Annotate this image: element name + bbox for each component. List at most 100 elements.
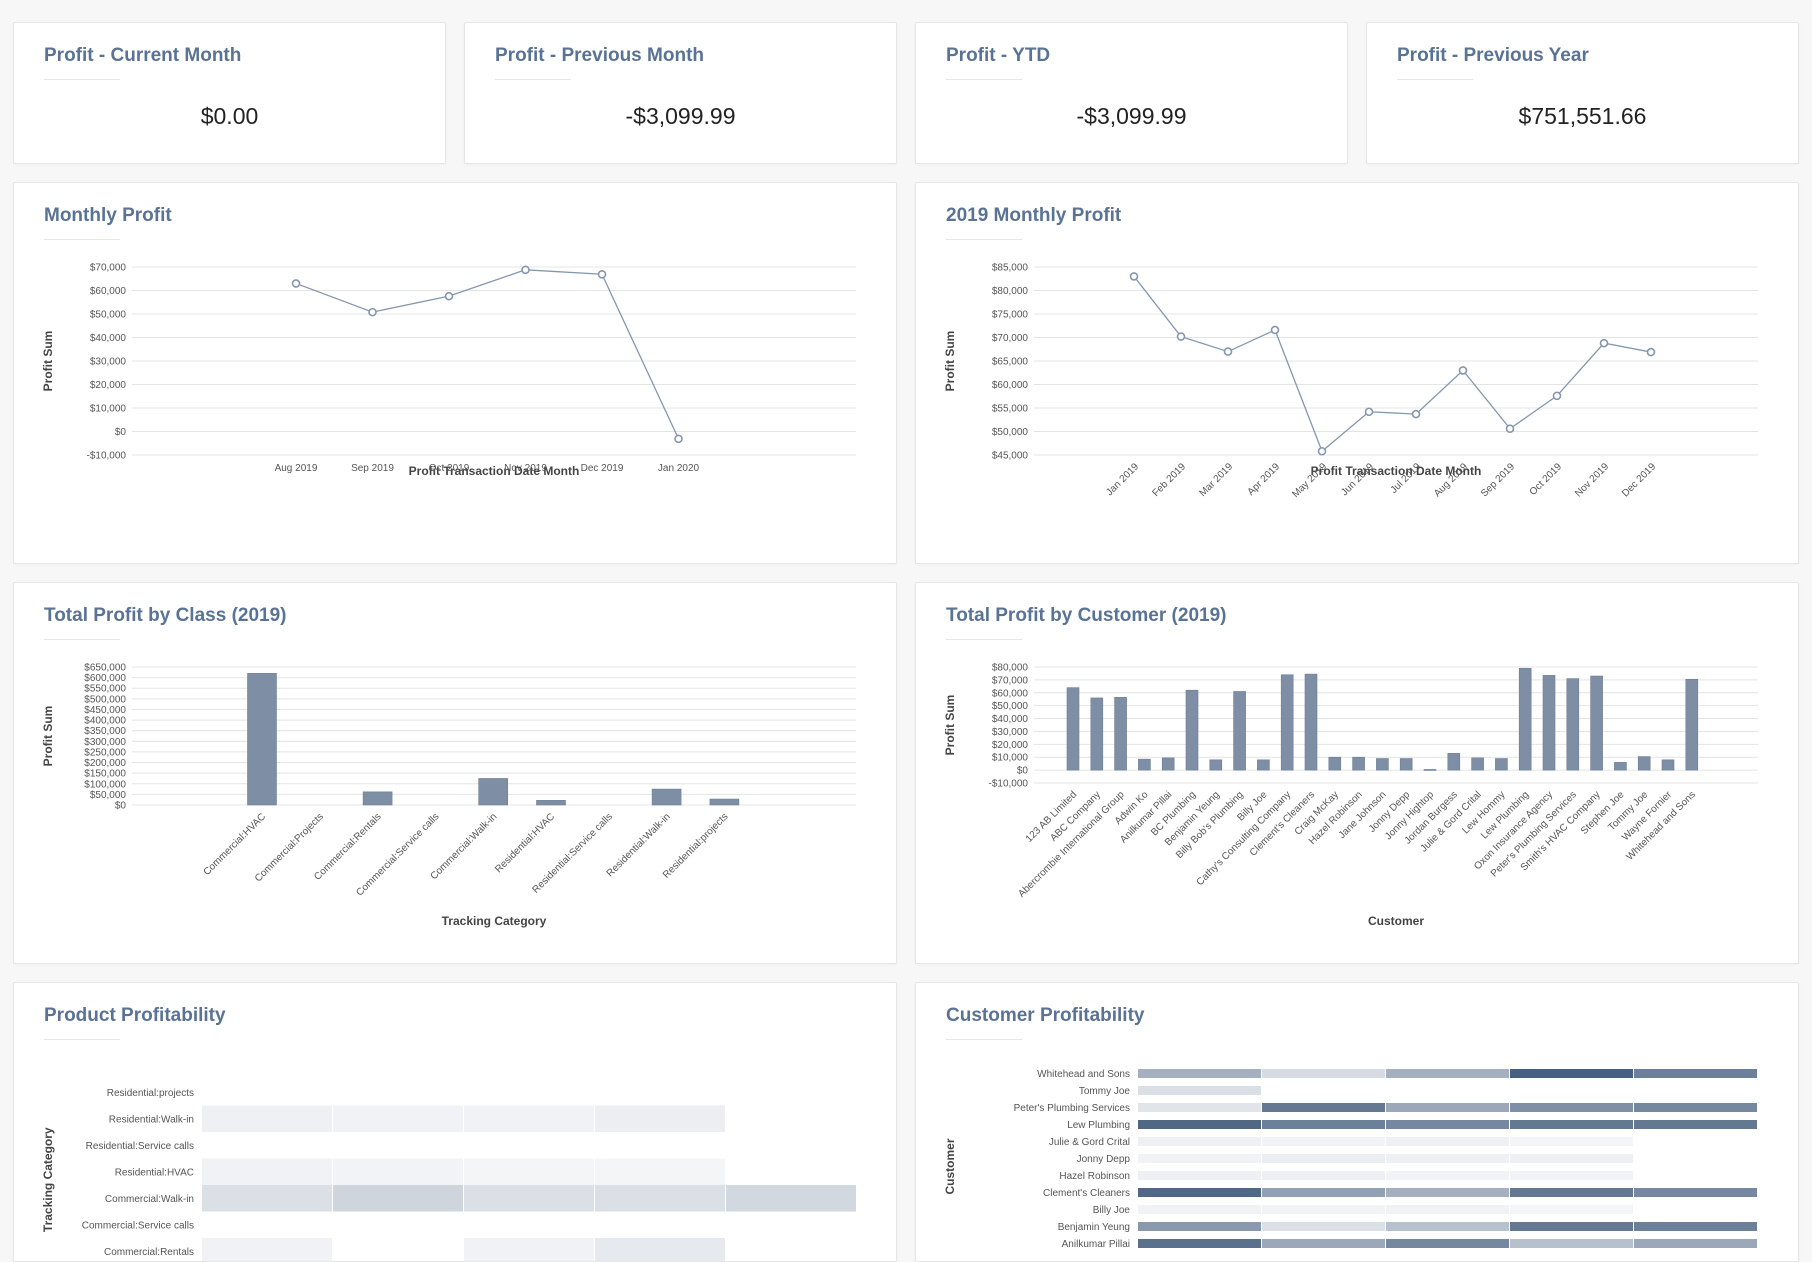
heat-cell: [202, 1185, 332, 1212]
y-tick-label: $200,000: [84, 758, 126, 769]
title-divider: [1397, 79, 1473, 80]
bar: [1066, 687, 1080, 771]
heat-cell: [1634, 1103, 1757, 1112]
data-point: [1552, 391, 1562, 401]
heat-cell: [1138, 1239, 1261, 1248]
chart-card-customer-profitability: Customer Profitability Customer Whitehead…: [915, 982, 1799, 1262]
y-tick-label: $10,000: [90, 404, 127, 415]
y-tick-label: $650,000: [84, 663, 126, 674]
y-tick-label: $60,000: [992, 688, 1029, 699]
title-divider: [946, 79, 1022, 80]
kpi-value: $0.00: [200, 103, 259, 129]
bar: [651, 788, 682, 806]
y-axis-title: Profit Sum: [943, 331, 957, 392]
y-tick-label: $65,000: [992, 357, 1029, 368]
heat-cell: [1386, 1137, 1509, 1146]
y-tick-label: $80,000: [992, 286, 1029, 297]
heat-cell: [1510, 1188, 1633, 1197]
x-tick-label: Apr 2019: [1246, 461, 1283, 498]
x-tick-label: Sep 2019: [1479, 461, 1517, 499]
kpi-title: Profit - Previous Year: [1397, 45, 1589, 66]
bar: [1637, 756, 1651, 771]
heat-cell: [464, 1185, 594, 1212]
kpi-card-ytd: Profit - YTD -$3,099.99: [915, 22, 1348, 164]
heat-cell: [1138, 1222, 1261, 1231]
heat-cell: [1138, 1137, 1261, 1146]
data-point: [1458, 366, 1468, 375]
heat-cell: [1386, 1120, 1509, 1129]
heat-cell: [595, 1238, 725, 1261]
row-label: Tommy Joe: [1079, 1086, 1131, 1097]
y-tick-label: $10,000: [992, 753, 1029, 764]
kpi-card-previous-month: Profit - Previous Month -$3,099.99: [464, 22, 897, 164]
heat-cell: [1386, 1205, 1509, 1214]
heat-cell: [1138, 1120, 1261, 1129]
row-label: Billy Joe: [1093, 1205, 1131, 1216]
data-point: [1129, 272, 1139, 281]
y-tick-label: $20,000: [992, 740, 1029, 751]
x-tick-label: Abercrombie International Group: [1016, 789, 1127, 900]
heat-cell: [1510, 1239, 1633, 1248]
y-tick-label: $30,000: [90, 357, 127, 368]
bar: [1138, 758, 1151, 771]
y-axis-title: Tracking Category: [41, 1127, 55, 1232]
kpi-value: -$3,099.99: [1076, 103, 1187, 129]
heat-cell: [464, 1105, 594, 1132]
x-tick-label: Dec 2019: [1620, 461, 1658, 499]
x-tick-label: Jan 2019: [1104, 461, 1141, 498]
bar: [1423, 769, 1437, 771]
data-point: [1270, 325, 1280, 335]
heat-cell: [1510, 1120, 1633, 1129]
heat-cell: [1262, 1239, 1385, 1248]
y-tick-label: -$10,000: [87, 451, 127, 462]
bar: [1661, 759, 1675, 771]
heat-cell: [333, 1185, 463, 1212]
series-line: [1133, 275, 1652, 453]
chart-title: Total Profit by Customer (2019): [946, 605, 1227, 626]
heat-cell: [202, 1238, 332, 1261]
heat-cell: [1634, 1188, 1757, 1197]
x-tick-label: Sep 2019: [351, 463, 394, 474]
bar: [536, 800, 566, 806]
heat-cell: [1262, 1137, 1385, 1146]
row-label: Anilkumar Pillai: [1062, 1239, 1130, 1250]
row-label: Peter's Plumbing Services: [1014, 1103, 1130, 1114]
heat-cell: [726, 1185, 856, 1212]
row-label: Lew Plumbing: [1067, 1120, 1130, 1131]
x-tick-label: Oct 2019: [429, 463, 470, 474]
y-tick-label: $40,000: [992, 714, 1029, 725]
row-label: Julie & Gord Crital: [1049, 1137, 1130, 1148]
row-label: Hazel Robinson: [1059, 1171, 1130, 1182]
data-point: [1411, 409, 1421, 419]
x-tick-label: Commercial:Walk-in: [429, 811, 500, 882]
y-tick-label: $80,000: [992, 663, 1029, 674]
heat-cell: [1510, 1205, 1633, 1214]
data-point: [597, 269, 607, 279]
bar: [1328, 756, 1342, 771]
x-axis-title: Profit Transaction Date Month: [409, 464, 580, 478]
heat-cell: [1510, 1137, 1633, 1146]
data-point: [521, 265, 530, 275]
heat-cell: [1262, 1103, 1385, 1112]
title-divider: [44, 639, 120, 640]
bar: [1495, 758, 1508, 771]
x-tick-label: Mar 2019: [1197, 461, 1235, 499]
x-axis-title: Tracking Category: [442, 914, 547, 928]
y-axis-title: Profit Sum: [943, 695, 957, 756]
data-point: [1176, 332, 1186, 341]
y-axis-title: Profit Sum: [41, 706, 55, 767]
title-divider: [946, 639, 1022, 640]
product-profitability-heatmap: Tracking Category Residential:projects Res…: [41, 1088, 856, 1261]
bar: [1185, 689, 1199, 771]
x-tick-label: Residential:HVAC: [493, 811, 557, 875]
heat-cell: [1138, 1103, 1261, 1112]
y-tick-label: $100,000: [84, 779, 126, 790]
heat-cell: [1634, 1222, 1757, 1231]
heat-cell: [1386, 1171, 1509, 1180]
bar: [1257, 759, 1270, 771]
heat-cell: [202, 1158, 332, 1185]
heat-cell: [1262, 1069, 1385, 1078]
y-tick-label: $85,000: [992, 263, 1029, 274]
row-label: Clement's Cleaners: [1043, 1188, 1130, 1199]
heat-cell: [1138, 1188, 1261, 1197]
